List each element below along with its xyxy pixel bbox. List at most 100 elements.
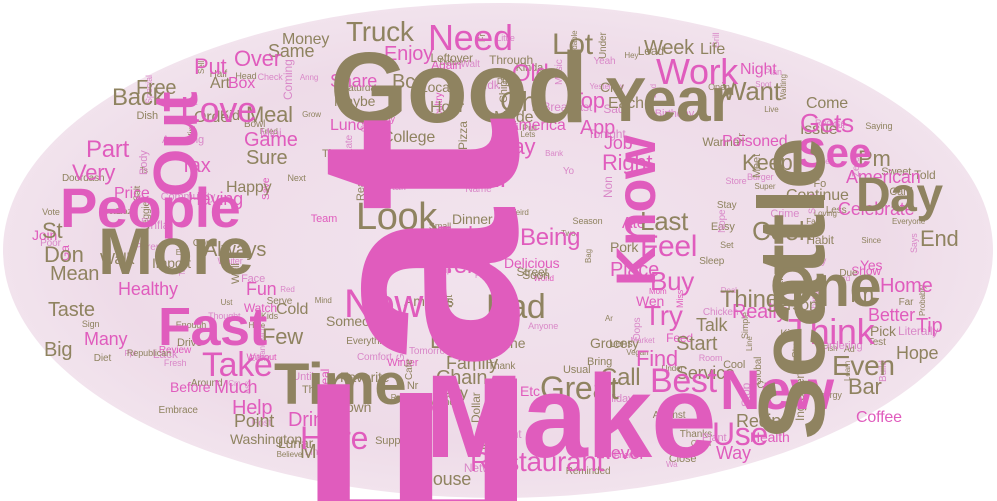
cloud-word: Network <box>463 460 508 475</box>
cloud-word: Care <box>478 315 508 331</box>
cloud-word: Inflat <box>147 218 173 233</box>
cloud-word: Fan <box>500 125 515 135</box>
cloud-word: Think <box>788 311 875 352</box>
cloud-word: College <box>382 129 436 146</box>
cloud-word: Poisoned <box>722 133 788 150</box>
cloud-word: Friday <box>799 256 827 268</box>
cloud-word: Waiting <box>778 74 788 101</box>
cloud-word: Person <box>768 297 818 314</box>
cloud-word: Whole <box>411 151 442 164</box>
cloud-word: Stay <box>716 199 737 211</box>
cloud-word: Even <box>832 350 895 381</box>
cloud-word: Pork <box>610 239 639 255</box>
cloud-word: Dude <box>496 76 516 86</box>
cloud-word: Walt <box>460 58 480 70</box>
cloud-word: Ate <box>622 215 646 232</box>
cloud-word: Hot <box>420 399 445 416</box>
cloud-word: Happy <box>226 179 272 196</box>
cloud-word: Drive <box>176 337 203 350</box>
cloud-word: More <box>98 214 254 288</box>
cloud-word: World <box>533 273 554 283</box>
cloud-word: Vote <box>42 206 60 217</box>
cloud-word: Bag <box>583 248 593 263</box>
cloud-word: Bank <box>545 149 564 159</box>
cloud-word: Fast <box>158 297 267 357</box>
cloud-word: Fc <box>420 434 430 444</box>
cloud-word: Burger <box>746 171 774 182</box>
cloud-word: Market <box>630 336 655 346</box>
cloud-word: Serve <box>266 295 293 307</box>
cloud-word: Lot <box>552 28 593 61</box>
cloud-word: Ordering <box>820 340 863 353</box>
cloud-word: Fun <box>246 279 277 299</box>
cloud-word: Name <box>465 184 492 196</box>
cloud-word: Around <box>190 377 223 389</box>
cloud-word: Lb <box>398 244 411 257</box>
cloud-word: Family <box>474 271 499 281</box>
cloud-word: Yes <box>860 257 883 273</box>
cloud-word: Work <box>656 51 738 92</box>
cloud-word: Today <box>438 222 496 247</box>
cloud-word: Comfort <box>356 352 392 364</box>
cloud-word: Much <box>214 377 258 397</box>
cloud-word: Line <box>304 446 324 458</box>
cloud-word: Home <box>880 275 933 297</box>
cloud-word: Come <box>806 95 849 112</box>
cloud-word: Take <box>202 346 273 384</box>
cloud-word: Weird <box>508 207 529 217</box>
cloud-word: Want <box>722 76 781 106</box>
cloud-word: Usual <box>562 364 591 377</box>
cloud-word: Cool <box>723 358 746 371</box>
cloud-word: End <box>920 226 959 251</box>
cloud-word: Breakfast <box>542 99 593 114</box>
cloud-word: Buy <box>650 266 695 296</box>
cloud-word: Don <box>44 242 84 267</box>
cloud-word: Sweet <box>881 166 912 179</box>
cloud-word: Ppl <box>124 348 136 358</box>
cloud-word: Store <box>725 176 747 187</box>
cloud-word: Big <box>44 339 73 361</box>
cloud-word: Kinda <box>515 61 544 74</box>
cloud-word: Top <box>570 88 605 113</box>
cloud-word: Try <box>644 300 683 331</box>
cloud-word: Thank <box>487 360 516 372</box>
cloud-word: American <box>846 167 921 187</box>
cloud-word: See <box>798 129 872 176</box>
cloud-word: Favorite <box>340 369 390 385</box>
cloud-word: Wa <box>665 460 678 470</box>
cloud-word: Really <box>732 301 787 323</box>
cloud-word: Face <box>241 273 266 286</box>
cloud-word: Amazes <box>404 293 454 309</box>
cloud-word: Yesterday <box>589 81 625 91</box>
cloud-word: Anng <box>299 73 319 82</box>
cloud-word: Chicken <box>702 307 739 319</box>
cloud-word: Leftover <box>430 51 474 66</box>
cloud-word: Small <box>428 220 451 231</box>
cloud-word: Holiday <box>597 393 634 406</box>
cloud-word: Truck <box>346 16 414 47</box>
cloud-word: Support <box>375 434 413 447</box>
cloud-word: Talk <box>696 315 728 335</box>
cloud-word: Mind <box>314 295 332 305</box>
cloud-word: Dish <box>136 110 159 123</box>
cloud-word: Test <box>867 336 886 348</box>
cloud-word: Relate <box>390 393 414 403</box>
cloud-word: Help <box>232 397 273 419</box>
cloud-word: Eat <box>255 118 579 501</box>
cloud-word: Im <box>850 282 874 307</box>
cloud-word: Embrace <box>158 404 198 416</box>
cloud-word: Hope <box>896 343 939 363</box>
cloud-word: Fall <box>806 216 819 226</box>
cloud-word: Staff <box>384 181 407 194</box>
cloud-word: Company <box>357 114 395 125</box>
cloud-word: Health <box>750 429 790 445</box>
cloud-word: Point <box>234 411 275 431</box>
cloud-word: Ts <box>139 165 148 175</box>
cloud-word: Time <box>274 352 407 417</box>
cloud-word: Grow <box>302 110 321 120</box>
cloud-word: Job <box>604 133 633 153</box>
cloud-word: Walk <box>100 251 135 268</box>
cloud-word: Anyone <box>528 321 559 332</box>
cloud-word: Old <box>512 60 549 87</box>
cloud-word: Meat <box>300 441 344 463</box>
